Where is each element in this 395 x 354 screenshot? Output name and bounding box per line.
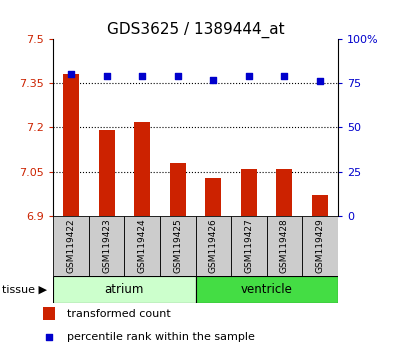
Text: atrium: atrium — [105, 283, 144, 296]
Text: GSM119427: GSM119427 — [245, 219, 253, 273]
Point — [68, 72, 74, 77]
Text: GSM119426: GSM119426 — [209, 219, 218, 273]
Text: GSM119429: GSM119429 — [316, 219, 324, 273]
Text: GSM119424: GSM119424 — [138, 219, 147, 273]
Point — [246, 73, 252, 79]
Text: GSM119422: GSM119422 — [67, 219, 75, 273]
Bar — [196, 276, 338, 303]
Text: transformed count: transformed count — [67, 309, 171, 319]
Bar — [241, 169, 257, 216]
Text: tissue ▶: tissue ▶ — [2, 284, 47, 295]
Text: GSM119423: GSM119423 — [102, 219, 111, 273]
Text: percentile rank within the sample: percentile rank within the sample — [67, 332, 255, 342]
Point — [103, 73, 110, 79]
Bar — [43, 307, 55, 320]
Bar — [124, 216, 160, 276]
Point — [175, 73, 181, 79]
Bar — [170, 163, 186, 216]
Bar — [267, 216, 302, 276]
Bar — [134, 121, 150, 216]
Bar — [53, 216, 89, 276]
Bar — [312, 195, 328, 216]
Bar — [302, 216, 338, 276]
Bar — [89, 216, 124, 276]
Point — [139, 73, 145, 79]
Bar — [160, 216, 196, 276]
Title: GDS3625 / 1389444_at: GDS3625 / 1389444_at — [107, 21, 284, 38]
Bar — [63, 74, 79, 216]
Bar — [53, 276, 196, 303]
Text: GSM119428: GSM119428 — [280, 219, 289, 273]
Text: ventricle: ventricle — [241, 283, 293, 296]
Point — [281, 73, 288, 79]
Bar — [196, 216, 231, 276]
Text: GSM119425: GSM119425 — [173, 219, 182, 273]
Bar — [231, 216, 267, 276]
Point — [45, 334, 52, 339]
Bar — [99, 130, 115, 216]
Point — [317, 79, 323, 84]
Bar — [276, 169, 292, 216]
Point — [210, 77, 216, 82]
Bar — [205, 178, 221, 216]
